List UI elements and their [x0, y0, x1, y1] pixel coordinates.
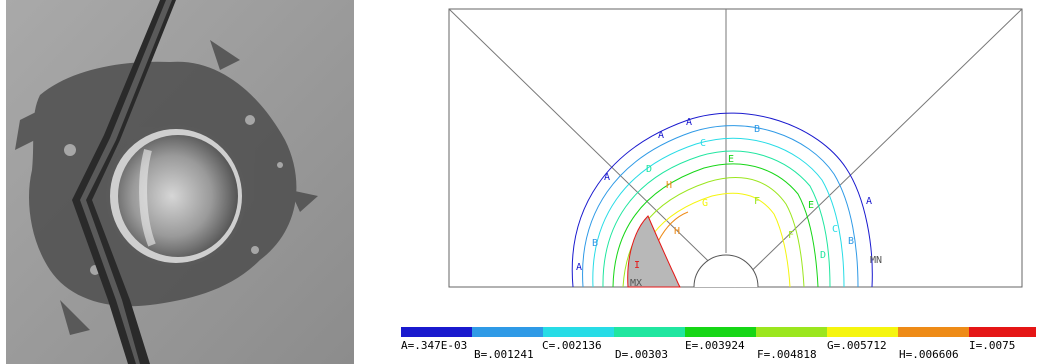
legend-label-a: A=.347E-03 [401, 339, 468, 352]
svg-text:A: A [604, 172, 610, 183]
svg-text:C: C [700, 138, 706, 149]
svg-text:A: A [686, 117, 692, 128]
svg-text:A: A [658, 130, 664, 141]
svg-text:D: D [820, 250, 826, 261]
legend-swatch-a [401, 327, 472, 337]
max-marker-label: MX [630, 278, 642, 289]
central-hole [693, 254, 759, 288]
legend-label-g: G=.005712 [827, 339, 887, 352]
specimen-photo [6, 0, 354, 364]
svg-text:B: B [592, 238, 598, 249]
legend-swatch-d [614, 327, 685, 337]
legend-label-c: C=.002136 [542, 339, 602, 352]
legend-label-f: F=.004818 [757, 348, 817, 361]
legend-label-d: D=.00303 [615, 348, 668, 361]
svg-text:F: F [788, 230, 794, 241]
svg-text:A: A [576, 262, 582, 273]
legend-label-e: E=.003924 [685, 339, 745, 352]
legend-swatch-g [827, 327, 898, 337]
legend-swatch-b [472, 327, 543, 337]
svg-text:I: I [634, 260, 640, 271]
svg-text:D: D [646, 164, 652, 175]
min-marker-label: MN [870, 255, 882, 266]
hole [118, 135, 238, 257]
legend-label-b: B=.001241 [474, 348, 534, 361]
svg-text:E: E [808, 200, 814, 211]
legend-swatch-f [756, 327, 827, 337]
svg-text:B: B [848, 236, 854, 247]
fem-contour-plot: A A A A A B B B C C D D E E F F G H H I … [448, 8, 1023, 289]
contour-legend: A=.347E-03 B=.001241 C=.002136 D=.00303 … [401, 327, 1036, 364]
svg-text:E: E [728, 154, 734, 165]
model-boundary [448, 8, 1023, 288]
svg-text:H: H [666, 180, 672, 191]
contour-letter-labels: A A A A A B B B C C D D E E F F G H H I [576, 117, 872, 273]
diagonal-left [448, 8, 736, 288]
diagonal-right [734, 8, 1023, 288]
svg-text:G: G [702, 198, 708, 209]
legend-swatch-e [685, 327, 756, 337]
legend-label-h: H=.006606 [899, 348, 959, 361]
legend-swatch-h [898, 327, 969, 337]
svg-text:B: B [754, 124, 760, 135]
svg-text:C: C [832, 224, 838, 235]
svg-text:H: H [674, 226, 680, 237]
legend-swatch-c [543, 327, 614, 337]
light-damage-spots [64, 115, 283, 275]
svg-text:F: F [754, 196, 760, 207]
legend-label-i: I=.0075 [969, 339, 1016, 352]
max-region [627, 215, 681, 288]
legend-swatch-i [969, 327, 1036, 337]
svg-text:A: A [866, 196, 872, 207]
